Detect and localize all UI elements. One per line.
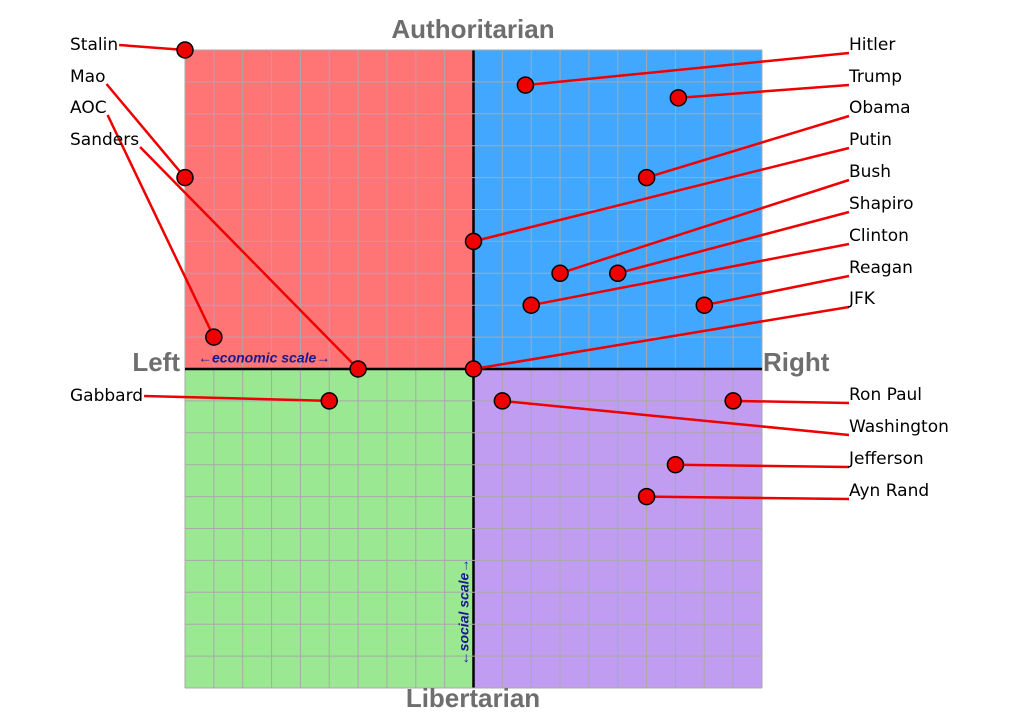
point bbox=[609, 264, 627, 283]
point bbox=[666, 455, 685, 474]
point-label: JFK bbox=[848, 289, 876, 309]
point-label: Shapiro bbox=[849, 194, 914, 214]
point bbox=[464, 232, 483, 251]
point-label: Clinton bbox=[849, 226, 909, 246]
leader-line bbox=[144, 394, 330, 403]
point bbox=[695, 296, 714, 314]
point-label: Bush bbox=[849, 162, 891, 182]
point bbox=[551, 264, 569, 283]
point bbox=[464, 360, 483, 378]
point-label: Mao bbox=[70, 67, 106, 87]
point-label: Sanders bbox=[70, 130, 139, 150]
x-scale-label: ←economic scale→ bbox=[198, 350, 330, 366]
axis-title-right: Right bbox=[763, 347, 830, 377]
leader-line bbox=[675, 463, 850, 469]
points bbox=[176, 41, 742, 506]
axis-title-top: Authoritarian bbox=[391, 14, 554, 44]
point-label: Obama bbox=[849, 98, 911, 118]
point bbox=[516, 76, 535, 94]
point bbox=[349, 360, 367, 378]
leader-line bbox=[704, 274, 850, 307]
leader-line bbox=[119, 43, 186, 52]
grid bbox=[184, 49, 763, 689]
point bbox=[176, 168, 194, 187]
point bbox=[493, 392, 512, 410]
leader-line bbox=[559, 178, 850, 275]
point bbox=[320, 392, 338, 410]
point-label: Trump bbox=[848, 67, 902, 87]
leader-line bbox=[617, 210, 850, 275]
point bbox=[724, 392, 742, 410]
leader-line bbox=[525, 51, 850, 87]
point bbox=[205, 328, 223, 346]
point-label: Reagan bbox=[849, 258, 913, 278]
point-label: AOC bbox=[70, 98, 107, 118]
leader-line bbox=[139, 146, 359, 370]
point-label: Ayn Rand bbox=[849, 481, 929, 501]
point-label: Hitler bbox=[849, 35, 895, 55]
leader-line bbox=[646, 495, 850, 501]
point-label: Jefferson bbox=[848, 449, 924, 469]
leader-line bbox=[502, 399, 850, 437]
point bbox=[669, 89, 688, 107]
leader-line bbox=[646, 114, 850, 179]
axis-title-left: Left bbox=[132, 347, 180, 377]
point bbox=[522, 296, 540, 314]
point-label: Ron Paul bbox=[849, 385, 922, 405]
leader-line bbox=[106, 114, 215, 338]
leaders bbox=[105, 43, 850, 501]
point-label: Putin bbox=[849, 130, 892, 150]
leader-line bbox=[473, 146, 850, 243]
leader-line bbox=[678, 83, 850, 100]
leader-line bbox=[733, 399, 850, 405]
point-label: Gabbard bbox=[70, 386, 143, 406]
point bbox=[637, 487, 656, 506]
point-label: Stalin bbox=[70, 35, 118, 55]
leader-line bbox=[105, 83, 186, 179]
leader-line bbox=[530, 242, 850, 307]
point-label: Washington bbox=[849, 417, 949, 437]
point bbox=[176, 41, 194, 59]
axis-title-bottom: Libertarian bbox=[406, 683, 540, 713]
y-scale-label: ←social scale→ bbox=[456, 559, 472, 666]
leader-line bbox=[473, 305, 850, 371]
point bbox=[637, 168, 656, 187]
